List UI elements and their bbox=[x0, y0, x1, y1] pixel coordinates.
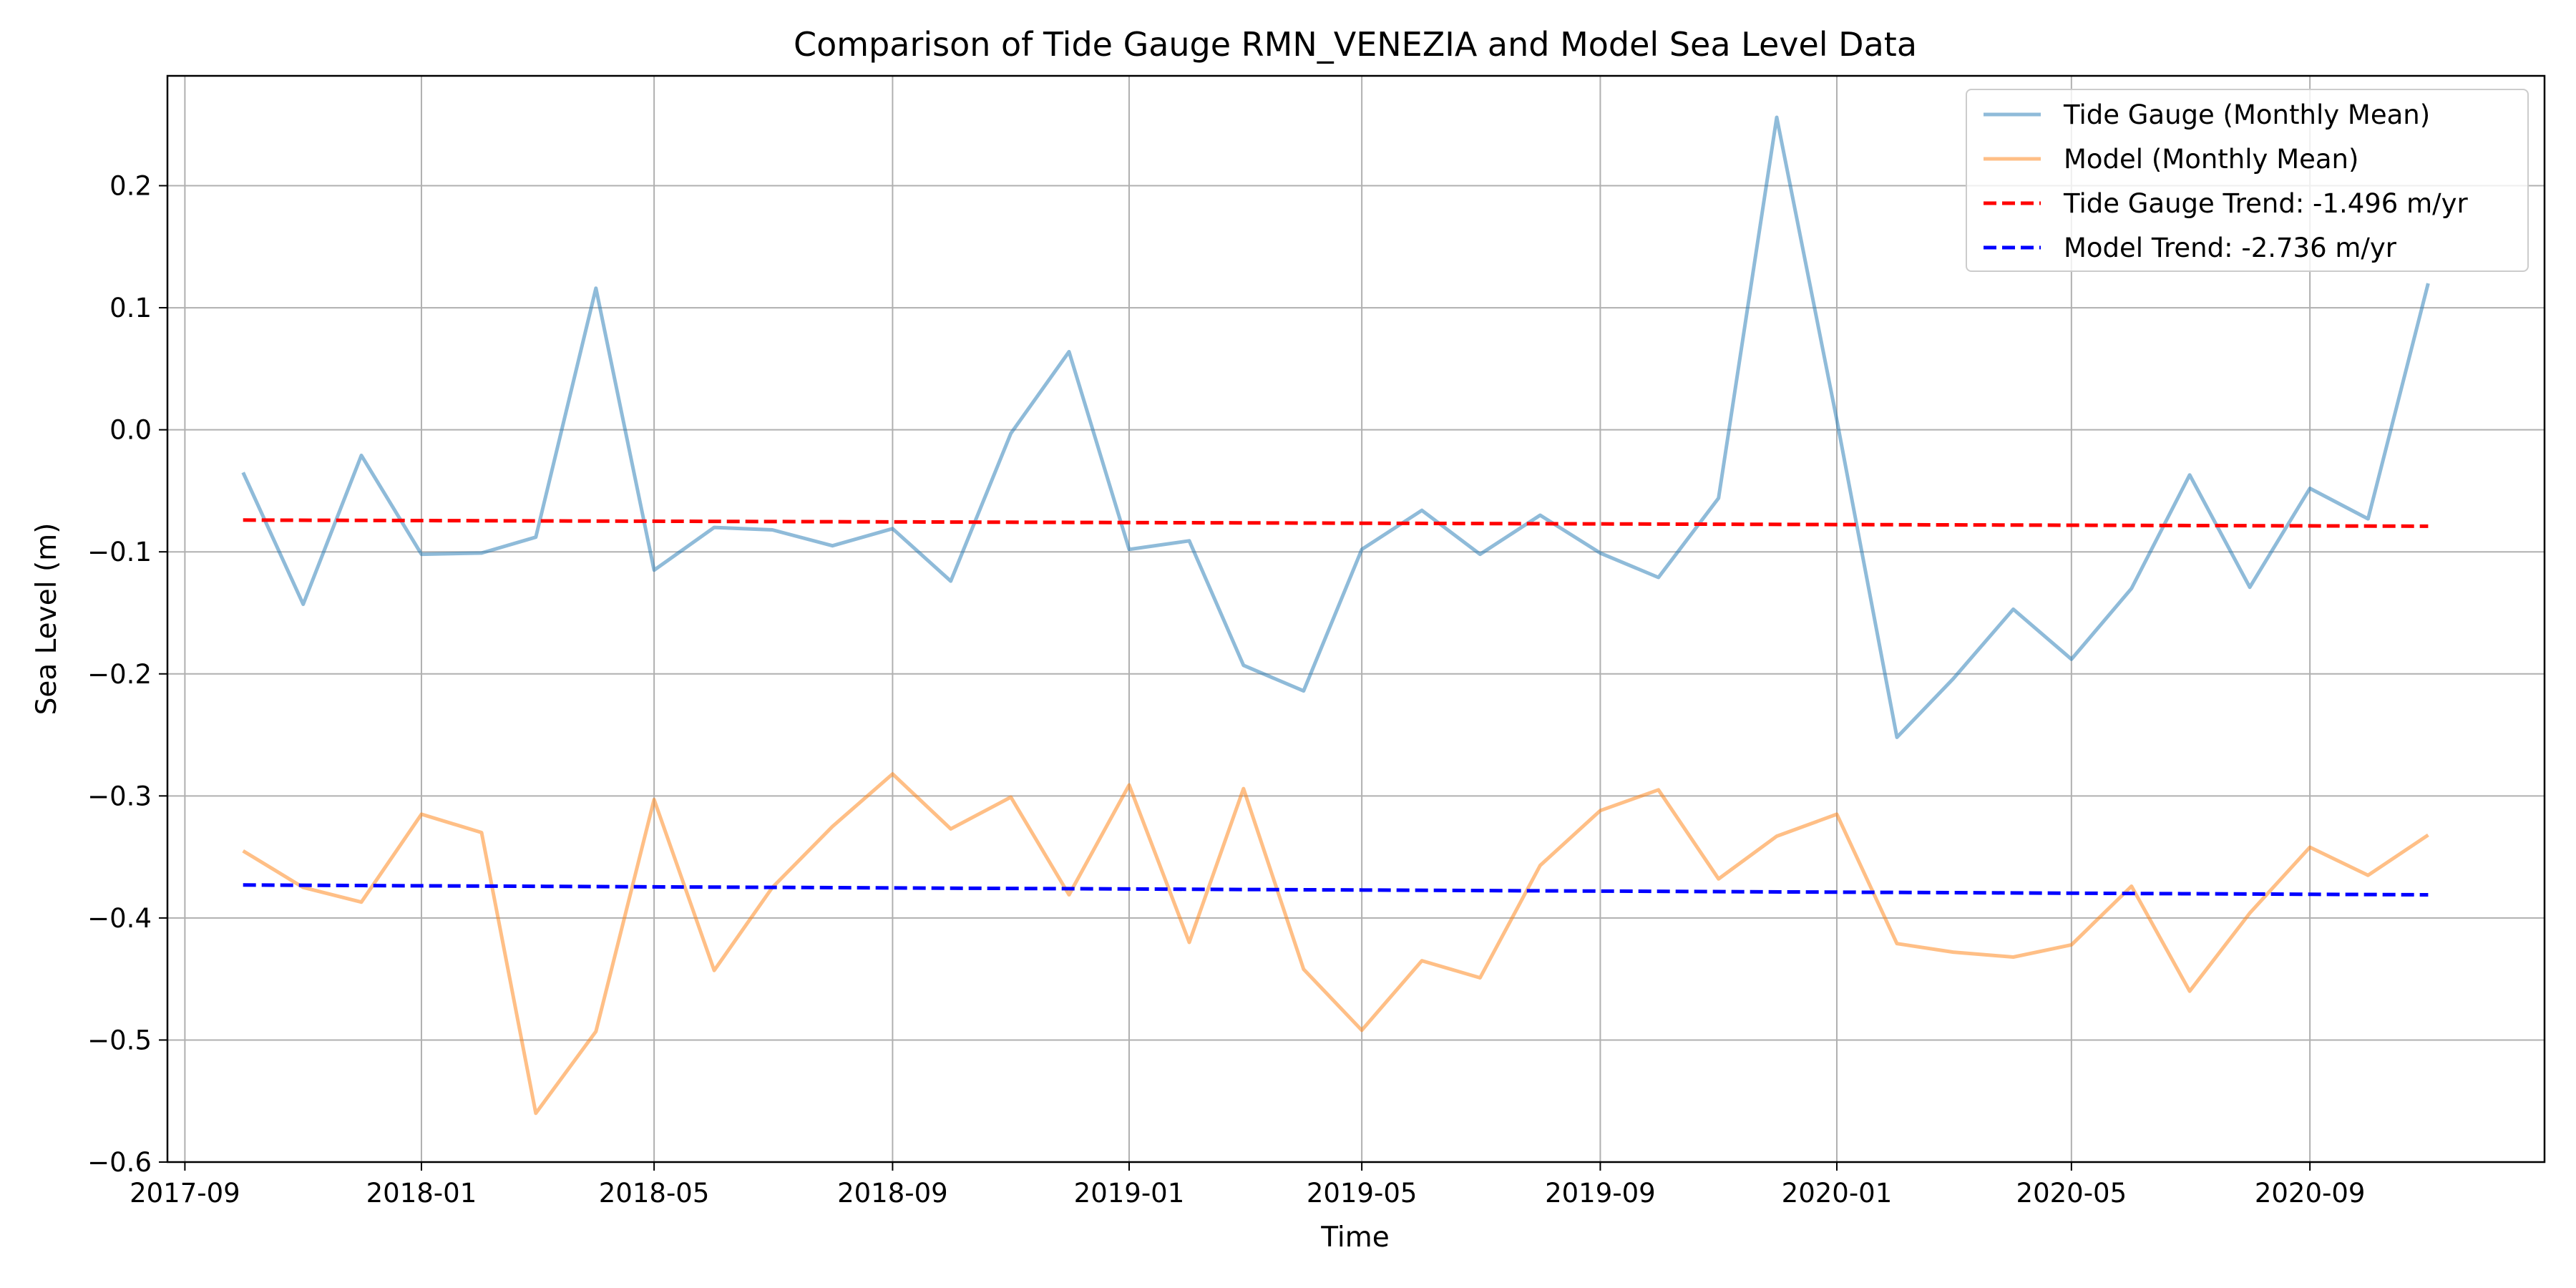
legend-box bbox=[1966, 89, 2529, 272]
legend-entry-tide-gauge-trend-label: Tide Gauge Trend: -1.496 m/yr bbox=[2063, 188, 2468, 219]
x-tick-label: 2019-05 bbox=[1307, 1178, 1418, 1209]
y-tick-label: −0.6 bbox=[87, 1147, 152, 1178]
model-trend-line bbox=[243, 883, 2429, 897]
legend-entry-tide-gauge-label: Tide Gauge (Monthly Mean) bbox=[2063, 99, 2430, 130]
y-tick-label: −0.2 bbox=[87, 659, 152, 690]
y-tick-label: −0.3 bbox=[87, 781, 152, 811]
y-tick-label: 0.0 bbox=[109, 415, 152, 446]
y-tick-label: −0.1 bbox=[87, 537, 152, 567]
x-axis-ticks: 2017-09 2018-01 2018-05 2018-09 2019-01 2019-… bbox=[130, 1162, 2365, 1209]
chart-legend: Tide Gauge (Monthly Mean) Model (Monthly … bbox=[1966, 89, 2529, 272]
y-tick-label: −0.5 bbox=[87, 1025, 152, 1055]
plot-frame bbox=[166, 74, 2546, 1163]
x-tick-label: 2019-01 bbox=[1074, 1178, 1185, 1209]
plot-series bbox=[241, 115, 2430, 1116]
x-tick-label: 2017-09 bbox=[130, 1178, 240, 1209]
x-axis-label: Time bbox=[1320, 1221, 1389, 1254]
y-tick-label: 0.1 bbox=[109, 293, 152, 323]
y-tick-label: 0.2 bbox=[109, 171, 152, 202]
y-axis-ticks: 0.2 0.1 0.0 −0.1 −0.2 −0.3 −0.4 −0.5 −0.6 bbox=[87, 171, 167, 1178]
x-tick-label: 2020-09 bbox=[2255, 1178, 2366, 1209]
model-line bbox=[242, 772, 2429, 1116]
tide-gauge-line bbox=[241, 115, 2430, 739]
x-tick-label: 2018-09 bbox=[837, 1178, 948, 1209]
x-tick-label: 2019-09 bbox=[1545, 1178, 1656, 1209]
legend-entry-model-label: Model (Monthly Mean) bbox=[2064, 144, 2358, 175]
x-tick-label: 2020-01 bbox=[1782, 1178, 1893, 1209]
x-tick-label: 2020-05 bbox=[2016, 1178, 2127, 1209]
chart-title: Comparison of Tide Gauge RMN_VENEZIA and… bbox=[794, 25, 1917, 64]
x-tick-label: 2018-05 bbox=[599, 1178, 710, 1209]
y-tick-label: −0.4 bbox=[87, 903, 152, 934]
legend-entry-model-trend-label: Model Trend: -2.736 m/yr bbox=[2064, 233, 2397, 263]
tide-gauge-trend-line bbox=[243, 518, 2429, 528]
y-axis-label: Sea Level (m) bbox=[31, 523, 63, 716]
x-tick-label: 2018-01 bbox=[366, 1178, 477, 1209]
